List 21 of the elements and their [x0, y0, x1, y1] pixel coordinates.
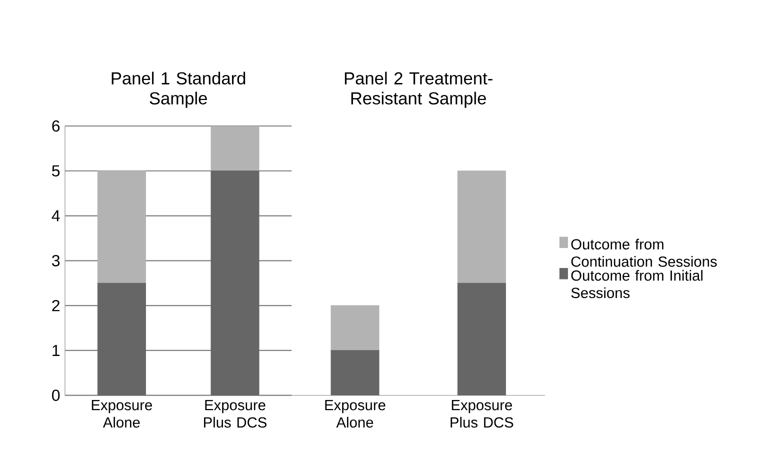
y-tick-label: 4 — [52, 210, 60, 222]
x-tick-label: Exposure Alone — [325, 400, 386, 428]
chart-title: Panel 1 Standard Sample — [112, 72, 246, 108]
x-tick-label: Exposure Plus DCS — [450, 400, 514, 428]
x-tick-label: Exposure Alone — [92, 400, 152, 428]
y-tick-label: 3 — [52, 255, 60, 266]
bar — [457, 170, 506, 284]
legend-label: Outcome from Continuation Sessions — [571, 238, 717, 267]
bar — [330, 305, 380, 351]
chart-title: Panel 2 Treatment-Resistant Sample — [344, 72, 492, 108]
bar — [97, 170, 146, 284]
y-tick-label: 0 — [52, 390, 60, 401]
x-tick-label: Exposure Plus DCS — [204, 400, 266, 428]
y-tick-label: 5 — [52, 165, 60, 176]
y-tick-label: 6 — [52, 120, 60, 132]
y-tick-label: 2 — [52, 300, 60, 312]
bar — [210, 126, 260, 172]
bar — [97, 282, 146, 396]
bar — [210, 170, 260, 396]
y-tick-label: 1 — [52, 344, 60, 356]
legend-label: Outcome from Initial Sessions — [571, 270, 702, 298]
